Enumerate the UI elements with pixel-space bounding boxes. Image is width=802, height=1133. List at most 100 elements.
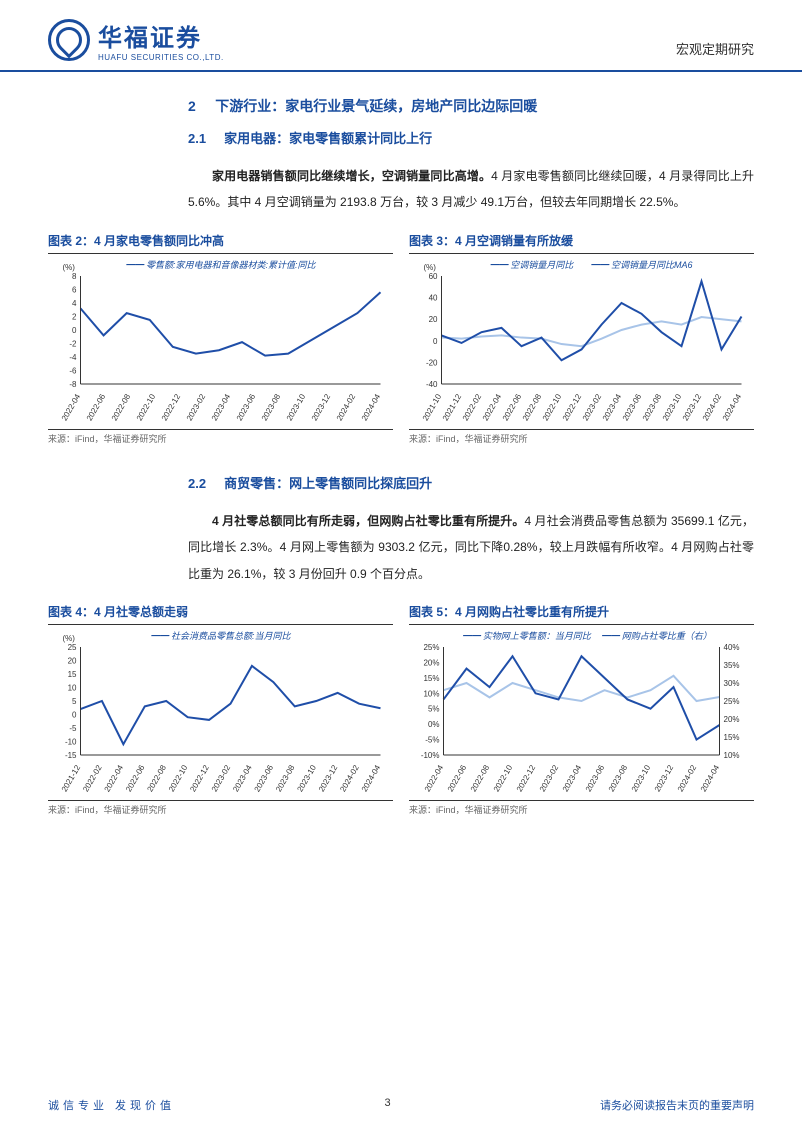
svg-text:2022-10: 2022-10 <box>167 763 190 793</box>
logo-icon <box>48 19 90 61</box>
logo-text-cn: 华福证券 <box>98 18 224 53</box>
para-21: 家用电器销售额同比继续增长，空调销量同比高增。4 月家电零售额同比继续回暖，4 … <box>188 163 754 216</box>
svg-text:-8: -8 <box>69 380 77 389</box>
chart-4-title: 图表 4：4 月社零总额走弱 <box>48 603 393 620</box>
svg-text:2023-10: 2023-10 <box>630 763 653 793</box>
svg-text:-4: -4 <box>69 353 77 362</box>
chart-3: 图表 3：4 月空调销量有所放缓 -40-200204060(%)━━ 空调销量… <box>409 232 754 445</box>
svg-text:2024-04: 2024-04 <box>360 763 383 793</box>
svg-text:-20: -20 <box>426 358 438 367</box>
svg-text:(%): (%) <box>63 263 76 272</box>
svg-text:2023-10: 2023-10 <box>285 392 308 422</box>
svg-text:2023-10: 2023-10 <box>295 763 318 793</box>
svg-text:2023-12: 2023-12 <box>653 763 676 793</box>
svg-text:2023-02: 2023-02 <box>210 763 233 793</box>
svg-text:━━ 网购占社零比重（右）: ━━ 网购占社零比重（右） <box>601 631 712 641</box>
svg-text:━━ 空调销量月同比MA6: ━━ 空调销量月同比MA6 <box>590 260 692 270</box>
svg-text:2024-02: 2024-02 <box>338 763 361 793</box>
chart-5-source: 来源：iFind，华福证券研究所 <box>409 803 754 816</box>
svg-text:-10%: -10% <box>421 751 440 760</box>
svg-text:2022-04: 2022-04 <box>60 392 83 422</box>
svg-text:2022-06: 2022-06 <box>446 763 469 793</box>
chart-4-source: 来源：iFind，华福证券研究所 <box>48 803 393 816</box>
svg-text:2022-10: 2022-10 <box>135 392 158 422</box>
svg-text:15: 15 <box>68 670 77 679</box>
svg-text:2022-04: 2022-04 <box>103 763 126 793</box>
chart-5-title: 图表 5：4 月网购占社零比重有所提升 <box>409 603 754 620</box>
svg-text:-2: -2 <box>69 339 77 348</box>
svg-text:40: 40 <box>429 293 438 302</box>
svg-text:2022-08: 2022-08 <box>145 763 168 793</box>
svg-text:2023-06: 2023-06 <box>584 763 607 793</box>
chart-2-source: 来源：iFind，华福证券研究所 <box>48 432 393 445</box>
report-category: 宏观定期研究 <box>676 39 754 62</box>
svg-text:-6: -6 <box>69 366 77 375</box>
svg-text:2022-08: 2022-08 <box>469 763 492 793</box>
svg-text:-15: -15 <box>65 751 77 760</box>
svg-text:15%: 15% <box>724 733 740 742</box>
svg-text:━━ 实物网上零售额：当月同比: ━━ 实物网上零售额：当月同比 <box>462 631 592 641</box>
svg-text:-40: -40 <box>426 380 438 389</box>
charts-row-2: 图表 4：4 月社零总额走弱 -15-10-50510152025(%)━━ 社… <box>48 603 754 816</box>
svg-text:2022-08: 2022-08 <box>110 392 133 422</box>
svg-text:2023-12: 2023-12 <box>310 392 333 422</box>
svg-text:2023-04: 2023-04 <box>561 763 584 793</box>
page-number: 3 <box>384 1097 390 1113</box>
svg-text:2022-12: 2022-12 <box>188 763 211 793</box>
svg-text:-5: -5 <box>69 724 77 733</box>
svg-text:15%: 15% <box>423 674 439 683</box>
svg-text:0%: 0% <box>428 720 440 729</box>
svg-text:20%: 20% <box>724 715 740 724</box>
svg-text:2022-12: 2022-12 <box>160 392 183 422</box>
main-content: 2 下游行业：家电行业景气延续，房地产同比边际回暖 2.1 家用电器：家电零售额… <box>0 72 802 816</box>
section-22-title: 2.2 商贸零售：网上零售额同比探底回升 <box>188 473 754 492</box>
svg-text:25: 25 <box>68 643 77 652</box>
svg-text:2024-04: 2024-04 <box>360 392 383 422</box>
svg-text:40%: 40% <box>724 643 740 652</box>
svg-text:2024-02: 2024-02 <box>676 763 699 793</box>
svg-text:8: 8 <box>72 272 77 281</box>
page-header: 华福证券 HUAFU SECURITIES CO.,LTD. 宏观定期研究 <box>0 0 802 72</box>
svg-text:25%: 25% <box>724 697 740 706</box>
svg-text:2023-02: 2023-02 <box>538 763 561 793</box>
section-2-title: 2 下游行业：家电行业景气延续，房地产同比边际回暖 <box>188 96 754 116</box>
svg-text:2023-08: 2023-08 <box>274 763 297 793</box>
svg-text:5%: 5% <box>428 705 440 714</box>
svg-text:10: 10 <box>68 683 77 692</box>
svg-text:2024-02: 2024-02 <box>335 392 358 422</box>
svg-text:2023-06: 2023-06 <box>253 763 276 793</box>
svg-text:-5%: -5% <box>425 736 439 745</box>
svg-text:4: 4 <box>72 299 77 308</box>
svg-text:2023-04: 2023-04 <box>210 392 233 422</box>
footer-right: 请务必阅读报告末页的重要声明 <box>600 1097 754 1113</box>
svg-text:2022-12: 2022-12 <box>515 763 538 793</box>
chart-3-source: 来源：iFind，华福证券研究所 <box>409 432 754 445</box>
svg-text:10%: 10% <box>724 751 740 760</box>
svg-text:━━ 零售额:家用电器和音像器材类:累计值:同比: ━━ 零售额:家用电器和音像器材类:累计值:同比 <box>125 260 316 270</box>
chart-2: 图表 2：4 月家电零售额同比冲高 -8 -6 -4 -2 0 2 4 6 8(%) ━━ 零售额… <box>48 232 393 445</box>
chart-3-title: 图表 3：4 月空调销量有所放缓 <box>409 232 754 249</box>
svg-text:30%: 30% <box>724 679 740 688</box>
logo-text-en: HUAFU SECURITIES CO.,LTD. <box>98 53 224 62</box>
svg-text:2022-10: 2022-10 <box>492 763 515 793</box>
svg-text:0: 0 <box>72 710 77 719</box>
svg-text:10%: 10% <box>423 689 439 698</box>
svg-text:-10: -10 <box>65 737 77 746</box>
chart-5: 图表 5：4 月网购占社零比重有所提升 -10% -5% 0% 5% 10% 15% 20%… <box>409 603 754 816</box>
svg-text:2: 2 <box>72 312 77 321</box>
svg-text:0: 0 <box>72 326 77 335</box>
svg-text:2023-04: 2023-04 <box>231 763 254 793</box>
svg-text:20: 20 <box>429 315 438 324</box>
svg-text:2022-02: 2022-02 <box>81 763 104 793</box>
svg-text:60: 60 <box>429 272 438 281</box>
section-21-title: 2.1 家用电器：家电零售额累计同比上行 <box>188 128 754 147</box>
chart-2-title: 图表 2：4 月家电零售额同比冲高 <box>48 232 393 249</box>
svg-text:(%): (%) <box>63 634 76 643</box>
svg-text:6: 6 <box>72 285 77 294</box>
logo: 华福证券 HUAFU SECURITIES CO.,LTD. <box>48 18 224 62</box>
charts-row-1: 图表 2：4 月家电零售额同比冲高 -8-6-4-202468(%)━━ 零售额… <box>48 232 754 445</box>
svg-text:25%: 25% <box>423 643 439 652</box>
svg-text:2022-06: 2022-06 <box>124 763 147 793</box>
svg-text:2024-04: 2024-04 <box>721 392 744 422</box>
page-footer: 诚信专业 发现价值 3 请务必阅读报告末页的重要声明 <box>48 1097 754 1113</box>
